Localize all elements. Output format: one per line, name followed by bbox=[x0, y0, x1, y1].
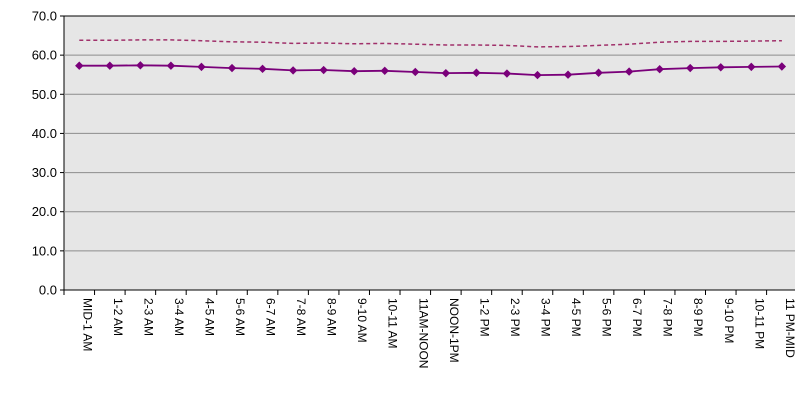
y-tick-label: 20.0 bbox=[32, 204, 57, 219]
x-tick-label: 5-6 AM bbox=[233, 298, 247, 336]
data-point-marker bbox=[197, 62, 206, 72]
x-tick-label: 11 PM-MID bbox=[783, 298, 795, 358]
x-tick-label: 2-3 AM bbox=[141, 298, 155, 336]
data-point-marker bbox=[472, 68, 481, 77]
data-point-marker bbox=[441, 68, 451, 78]
gridlines bbox=[64, 54, 795, 252]
x-tick-label: 7-8 PM bbox=[661, 298, 675, 337]
x-tick-label: 3-4 AM bbox=[172, 298, 186, 336]
x-tick-label: NOON-1PM bbox=[447, 298, 461, 363]
x-tick-label: 7-8 AM bbox=[294, 298, 308, 336]
series-layer bbox=[75, 39, 787, 80]
x-tick-label: 11AM-NOON bbox=[416, 298, 430, 368]
y-axis: 0.0 10.0 20.0 30.0 40.0 50.0 60.0 70.0 bbox=[32, 9, 64, 298]
data-point-marker bbox=[227, 63, 237, 73]
x-tick-label: 8-9 PM bbox=[691, 298, 705, 337]
x-tick-label: 3-4 PM bbox=[538, 298, 552, 337]
data-point-marker bbox=[716, 63, 725, 72]
data-point-marker bbox=[533, 70, 542, 80]
y-tick-label: 30.0 bbox=[32, 165, 57, 180]
data-point-marker bbox=[777, 62, 787, 71]
x-tick-label: 9-10 PM bbox=[722, 298, 736, 343]
x-tick-label: 8-9 AM bbox=[325, 298, 339, 336]
data-point-marker bbox=[105, 61, 115, 70]
data-point-marker bbox=[624, 67, 634, 76]
data-point-marker bbox=[655, 65, 664, 74]
data-point-marker bbox=[319, 65, 328, 75]
y-tick-label: 50.0 bbox=[32, 87, 57, 102]
data-point-marker bbox=[166, 61, 176, 70]
y-tick-label: 0.0 bbox=[39, 283, 57, 298]
x-tick-label: 4-5 AM bbox=[202, 298, 216, 336]
x-tick-label: MID-1 AM bbox=[80, 298, 94, 351]
x-tick-label: 9-10 AM bbox=[355, 298, 369, 343]
x-tick-label: 2-3 PM bbox=[508, 298, 522, 337]
data-point-marker bbox=[594, 68, 603, 77]
y-tick-label: 60.0 bbox=[32, 48, 57, 63]
data-point-marker bbox=[75, 61, 84, 70]
x-tick-label: 4-5 PM bbox=[569, 298, 583, 337]
x-tick-label: 5-6 PM bbox=[600, 298, 614, 337]
data-point-marker bbox=[411, 67, 420, 77]
x-tick-label: 6-7 PM bbox=[630, 298, 644, 337]
data-point-marker bbox=[686, 63, 695, 73]
data-point-marker bbox=[380, 66, 389, 75]
data-point-marker bbox=[288, 66, 298, 75]
x-axis: MID-1 AM 1-2 AM 2-3 AM 3-4 AM 4-5 AM 5-6 AM 6-… bbox=[63, 289, 795, 368]
data-point-marker bbox=[136, 61, 145, 70]
x-tick-label: 6-7 AM bbox=[264, 298, 278, 336]
data-point-marker bbox=[258, 64, 267, 74]
series-line-1 bbox=[79, 39, 782, 48]
x-tick-label: 1-2 PM bbox=[477, 298, 491, 337]
series-line-2 bbox=[79, 64, 782, 77]
x-tick-label: 1-2 AM bbox=[111, 298, 125, 336]
data-point-marker bbox=[350, 66, 359, 76]
y-tick-label: 10.0 bbox=[32, 243, 57, 258]
x-tick-label: 10-11 PM bbox=[752, 298, 766, 349]
data-point-marker bbox=[563, 70, 573, 79]
y-tick-label: 40.0 bbox=[32, 126, 57, 141]
x-tick-label: 10-11 AM bbox=[386, 298, 400, 348]
data-point-marker bbox=[747, 62, 756, 72]
data-point-marker bbox=[502, 69, 512, 78]
y-tick-label: 70.0 bbox=[32, 9, 57, 24]
plot-area bbox=[63, 15, 795, 291]
